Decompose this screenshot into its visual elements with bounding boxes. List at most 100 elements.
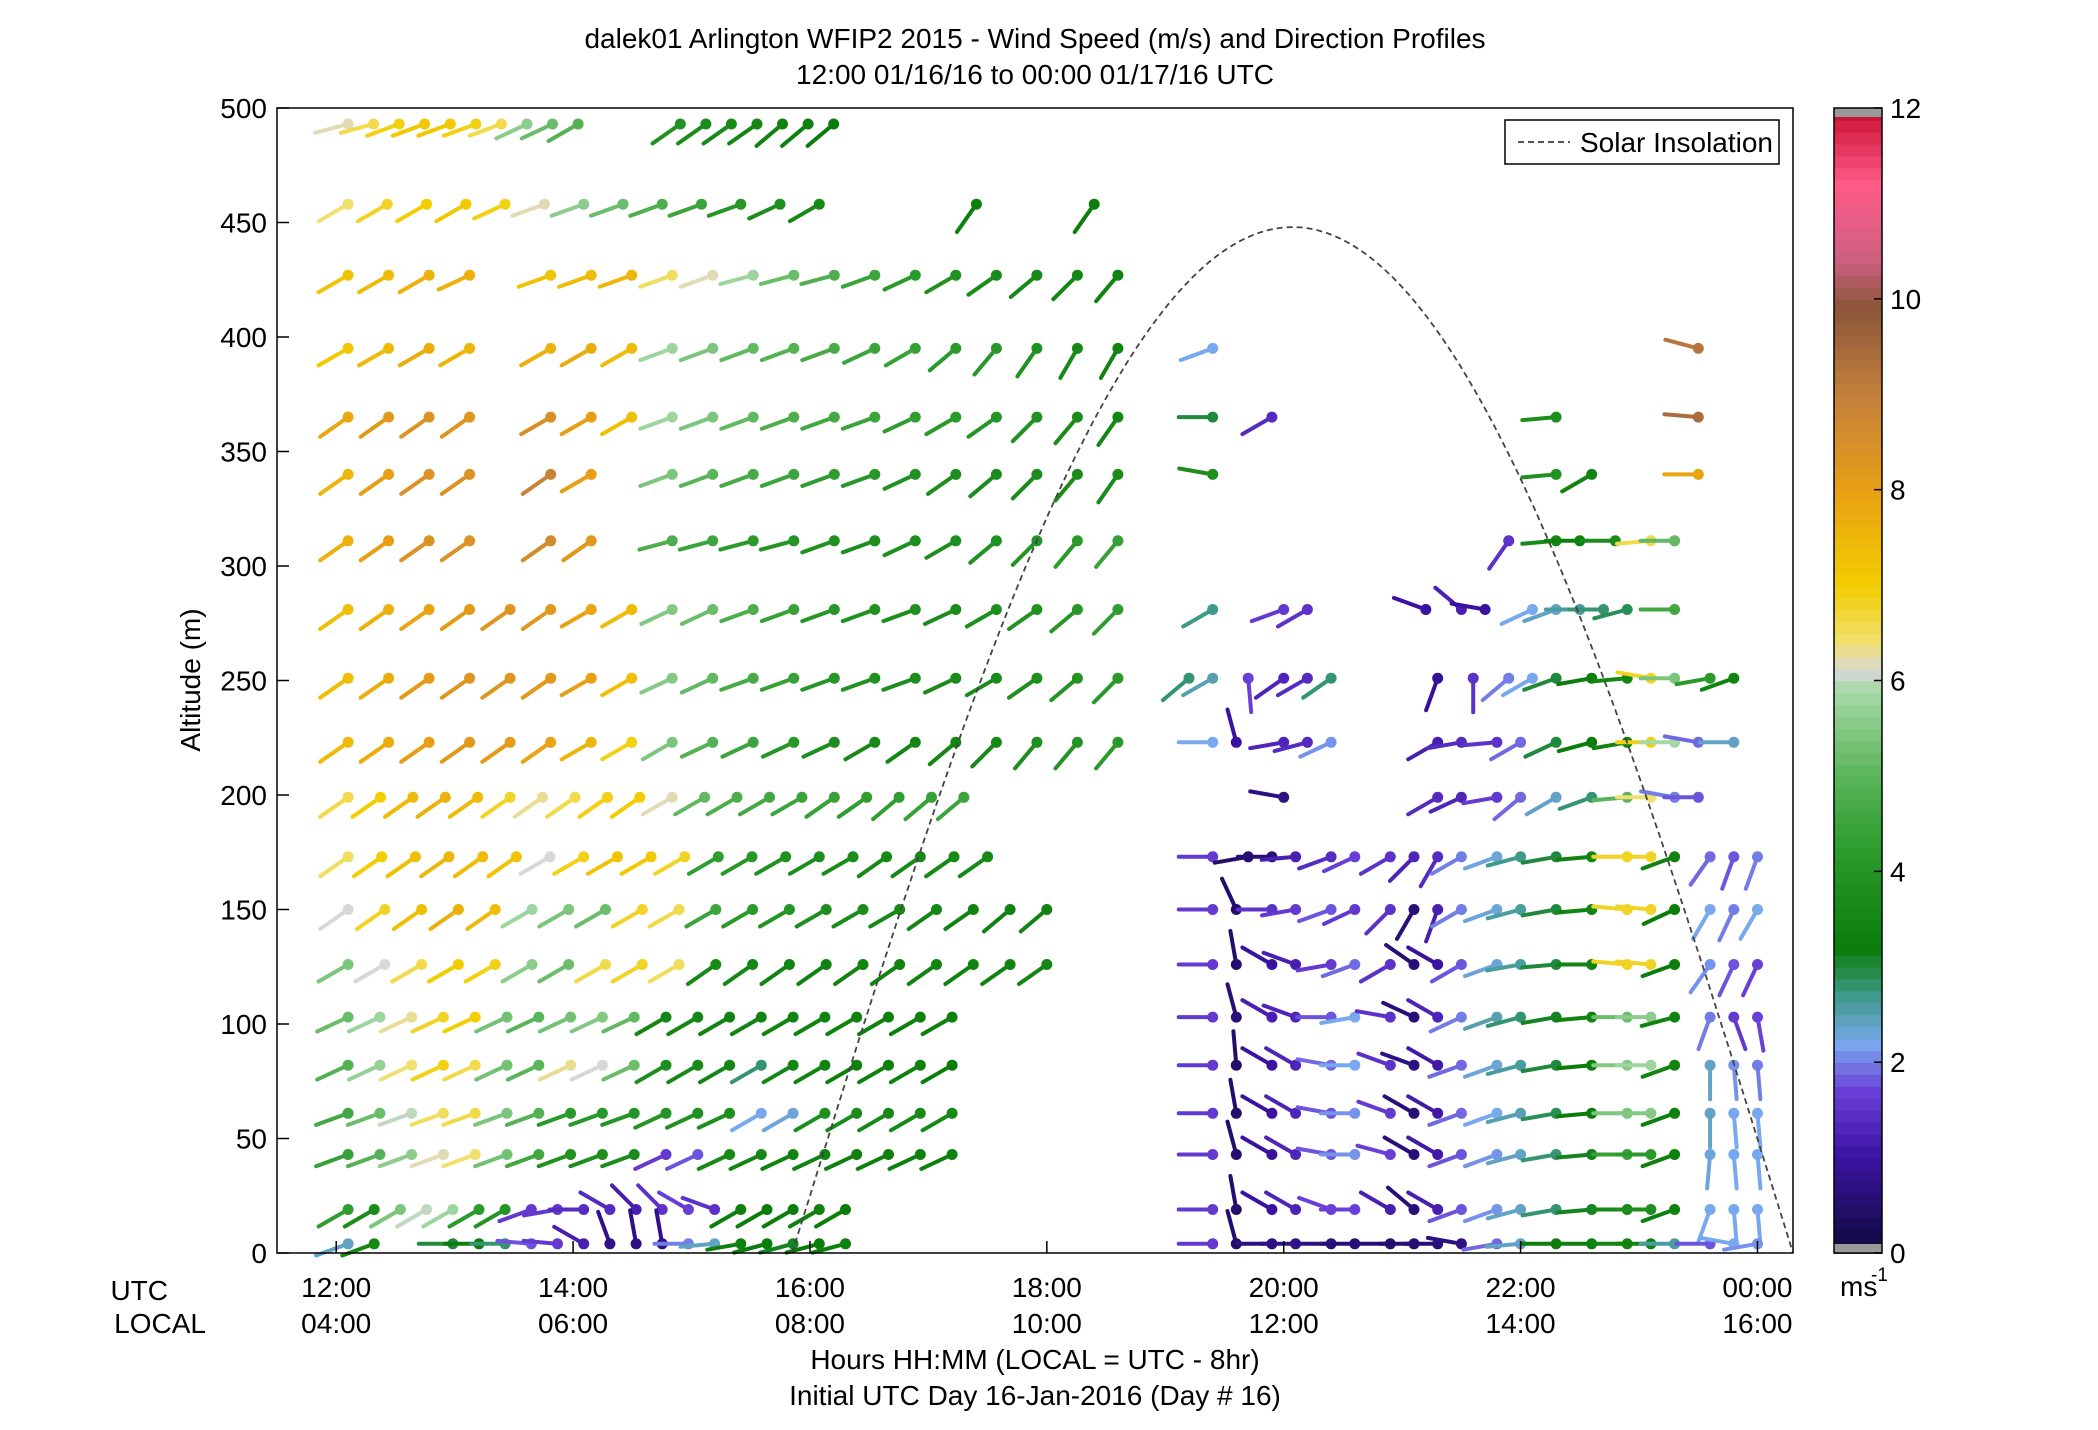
wind-barb-stick	[316, 962, 351, 984]
colorbar-swatch	[1834, 382, 1882, 396]
wind-barb-stick	[885, 740, 918, 764]
wind-barb-stick	[793, 1111, 827, 1133]
colorbar-swatch	[1834, 549, 1882, 563]
wind-barb-dot	[1455, 1204, 1467, 1215]
wind-barb-stick	[1017, 962, 1049, 986]
wind-barb-dot	[1752, 1204, 1763, 1215]
wind-barb-dot	[1290, 959, 1302, 970]
wind-barb-stick	[943, 907, 976, 931]
colorbar-swatch	[1834, 883, 1882, 896]
wind-barb-stick	[316, 346, 351, 368]
wind-barb-stick	[1755, 1015, 1766, 1053]
wind-barb-dot	[666, 736, 678, 748]
wind-barb-dot	[452, 959, 464, 970]
wind-barb-stick	[510, 202, 547, 218]
wind-barb-stick	[399, 538, 432, 563]
wind-barb-dot	[1071, 672, 1083, 684]
wind-barb-stick	[358, 538, 391, 563]
colorbar-swatch	[1834, 1181, 1882, 1195]
wind-barb-dot	[626, 604, 638, 615]
wind-barb-dot	[421, 198, 433, 210]
wind-barb-dot	[788, 604, 800, 615]
colorbar-swatch	[1834, 430, 1882, 443]
wind-barb-dot	[946, 1107, 958, 1119]
wind-barb-dot	[761, 1204, 773, 1215]
wind-barb-stick	[759, 676, 796, 692]
wind-barb-dot	[909, 736, 921, 748]
wind-barb-stick	[1007, 607, 1039, 631]
wind-barb-dot	[894, 959, 906, 970]
wind-barb-stick	[923, 676, 958, 695]
wind-barb-dot	[735, 1204, 747, 1215]
colorbar-swatch	[1834, 632, 1882, 646]
wind-barb-dot	[1112, 342, 1124, 354]
wind-barb-dot	[469, 1149, 481, 1160]
wind-barb-dot	[600, 904, 611, 915]
colorbar-swatch	[1834, 823, 1882, 837]
wind-barb-stick	[758, 907, 792, 929]
colorbar: 0 2 4 6 8 10 12 ms-1	[1833, 93, 1921, 1302]
wind-barb-dot	[1455, 1059, 1467, 1071]
wind-barb-dot	[1526, 604, 1538, 615]
colorbar-swatch	[1834, 561, 1882, 574]
wind-barb-dot	[1349, 1204, 1361, 1215]
wind-barb-stick	[520, 676, 553, 700]
wind-barb-stick	[810, 1241, 848, 1255]
wind-barb-stick	[678, 415, 715, 431]
wind-barb-dot	[1586, 736, 1598, 748]
wind-barb-stick	[1058, 346, 1080, 380]
colorbar-tick-label: 4	[1890, 856, 1906, 887]
colorbar-swatch	[1834, 763, 1882, 777]
wind-barb-stick	[1557, 795, 1594, 811]
colorbar-swatch	[1834, 453, 1882, 467]
wind-barb-dot	[1669, 672, 1681, 684]
colorbar-tick-label: 2	[1890, 1047, 1906, 1078]
wind-barb-stick	[1484, 1241, 1523, 1249]
wind-barb-dot	[464, 468, 476, 480]
wind-barb-stick	[568, 1111, 605, 1127]
wind-barb-stick	[1178, 346, 1215, 363]
wind-barb-dot	[692, 1107, 704, 1119]
wind-barb-dot	[1455, 1011, 1467, 1023]
x-tick-label-local: 04:00	[301, 1308, 371, 1339]
wind-barb-dot	[578, 198, 590, 210]
wind-barb-dot	[495, 118, 507, 130]
wind-barb-dot	[1207, 1107, 1219, 1119]
wind-barb-stick	[519, 346, 553, 368]
wind-barb-stick	[964, 607, 999, 629]
wind-barb-dot	[342, 791, 354, 803]
wind-barb-stick	[574, 962, 608, 984]
wind-barb-dot	[545, 342, 557, 354]
wind-barb-dot	[787, 1059, 799, 1071]
wind-barb-dot	[578, 1204, 590, 1215]
wind-barb-dot	[1408, 1204, 1420, 1215]
wind-barb-dot	[828, 411, 840, 423]
wind-barb-stick	[1010, 472, 1039, 501]
wind-barb-stick	[980, 962, 1013, 986]
wind-barb-dot	[1455, 904, 1467, 915]
wind-barb-stick	[729, 1111, 764, 1133]
wind-barb-stick	[1662, 412, 1701, 420]
wind-barb-stick	[1355, 1143, 1393, 1157]
wind-barb-stick	[557, 273, 594, 289]
wind-barb-dot	[552, 1238, 563, 1250]
wind-barb-dot	[342, 904, 354, 915]
wind-barb-dot	[1692, 411, 1704, 423]
wind-barb-dot	[501, 1149, 513, 1160]
colorbar-swatch	[1834, 895, 1882, 908]
colorbar-swatch	[1834, 680, 1882, 694]
wind-barb-dot	[883, 1011, 894, 1023]
wind-barb-stick	[597, 273, 634, 289]
wind-barb-stick	[1641, 907, 1677, 926]
wind-barb-dot	[630, 1204, 642, 1215]
wind-barb-stick	[920, 1111, 955, 1133]
wind-barb-stick	[799, 273, 837, 286]
wind-barb-stick	[805, 122, 836, 148]
wind-barb-dot	[423, 672, 435, 684]
wind-barb-dot	[1290, 1204, 1302, 1215]
wind-barb-stick	[552, 854, 586, 876]
wind-barb-dot	[1550, 791, 1562, 803]
wind-barb-stick	[1240, 1190, 1274, 1212]
wind-barb-stick	[409, 1152, 446, 1169]
wind-barb-stick	[1698, 1235, 1736, 1246]
